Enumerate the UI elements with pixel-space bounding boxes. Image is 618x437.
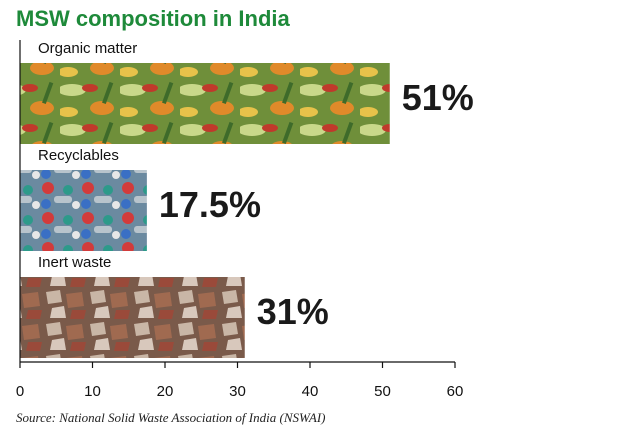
- bar: [20, 63, 390, 144]
- x-tick-label: 50: [374, 383, 391, 400]
- source-note: Source: National Solid Waste Association…: [16, 410, 326, 425]
- x-tick-label: 60: [447, 383, 464, 400]
- x-tick-label: 0: [16, 383, 24, 400]
- bar: [20, 277, 245, 358]
- bar: [20, 170, 147, 251]
- chart-title: MSW composition in India: [16, 6, 291, 31]
- category-label: Inert waste: [38, 254, 111, 271]
- category-label: Organic matter: [38, 40, 137, 57]
- x-tick-label: 40: [302, 383, 319, 400]
- value-label: 31%: [257, 291, 329, 332]
- value-label: 51%: [402, 77, 474, 118]
- x-tick-label: 10: [84, 383, 101, 400]
- category-label: Recyclables: [38, 147, 119, 164]
- x-tick-label: 30: [229, 383, 246, 400]
- value-label: 17.5%: [159, 184, 261, 225]
- x-tick-label: 20: [157, 383, 174, 400]
